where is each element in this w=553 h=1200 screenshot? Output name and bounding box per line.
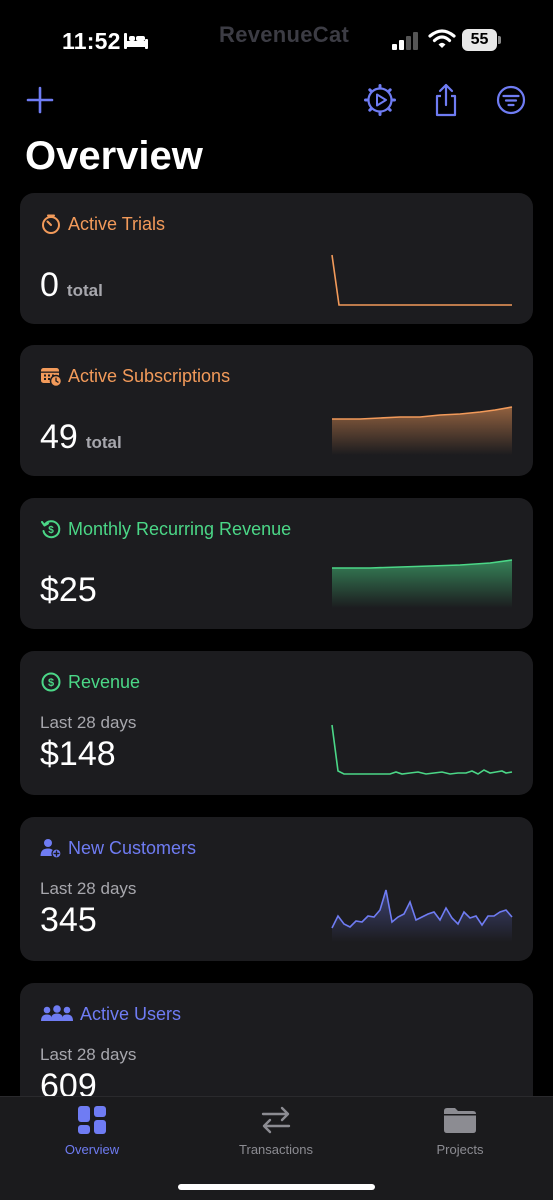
dollar-circle-icon: $ bbox=[41, 672, 61, 692]
mrr-card[interactable]: $ Monthly Recurring Revenue $25 bbox=[20, 498, 533, 629]
svg-text:$: $ bbox=[48, 677, 54, 689]
card-unit: total bbox=[85, 433, 122, 452]
recurring-dollar-icon: $ bbox=[41, 520, 61, 539]
active-subscriptions-sparkline bbox=[332, 406, 513, 455]
tab-label: Overview bbox=[64, 1142, 120, 1157]
cellular-signal-icon bbox=[392, 32, 418, 50]
card-unit: total bbox=[66, 281, 103, 300]
revenue-sparkline bbox=[331, 724, 513, 775]
sleep-focus-icon bbox=[124, 33, 148, 49]
active-trials-card[interactable]: Active Trials 0 total bbox=[20, 193, 533, 324]
card-value: 49 bbox=[40, 418, 78, 456]
battery-tip bbox=[498, 36, 501, 44]
share-button[interactable] bbox=[428, 82, 464, 118]
card-header: $ Revenue bbox=[40, 671, 140, 693]
card-value-row: 49 total bbox=[40, 418, 122, 457]
card-value: $148 bbox=[40, 735, 116, 773]
clock: 11:52 bbox=[62, 28, 121, 54]
timer-icon bbox=[42, 214, 60, 234]
tab-overview[interactable]: Overview bbox=[22, 1103, 162, 1157]
active-subscriptions-card[interactable]: Active Subscriptions 49 total bbox=[20, 345, 533, 476]
brand-logo: RevenueCat bbox=[219, 22, 350, 47]
new-customers-sparkline bbox=[331, 889, 513, 942]
card-value: $25 bbox=[40, 571, 97, 609]
card-title: Active Users bbox=[80, 1003, 182, 1024]
dashboard-settings-button[interactable] bbox=[362, 82, 398, 118]
card-title: Active Trials bbox=[68, 213, 166, 234]
card-period: Last 28 days bbox=[40, 713, 137, 732]
card-value-row: $25 bbox=[40, 571, 97, 610]
card-value-row: 0 total bbox=[40, 266, 103, 305]
card-title: Monthly Recurring Revenue bbox=[68, 518, 292, 539]
card-period: Last 28 days bbox=[40, 879, 137, 898]
tab-transactions[interactable]: Transactions bbox=[206, 1103, 346, 1157]
revenue-card[interactable]: $ Revenue Last 28 days $148 bbox=[20, 651, 533, 795]
folder-icon bbox=[444, 1108, 476, 1133]
card-header: Active Trials bbox=[40, 213, 165, 235]
status-bar: 11:52 RevenueCat 55 bbox=[0, 0, 553, 80]
battery-indicator: 55 bbox=[462, 29, 502, 51]
wifi-icon bbox=[428, 29, 456, 48]
filter-button[interactable] bbox=[493, 82, 529, 118]
svg-text:$: $ bbox=[48, 525, 54, 536]
card-header: Active Subscriptions bbox=[40, 365, 230, 387]
calendar-icon bbox=[41, 368, 62, 387]
tab-label: Projects bbox=[436, 1142, 484, 1157]
card-header: $ Monthly Recurring Revenue bbox=[40, 518, 291, 540]
battery-level: 55 bbox=[462, 29, 497, 51]
card-header: New Customers bbox=[40, 837, 196, 859]
add-person-icon bbox=[40, 839, 62, 859]
group-icon bbox=[41, 1005, 73, 1021]
card-period: Last 28 days bbox=[40, 1045, 137, 1064]
swap-arrows-icon bbox=[261, 1106, 291, 1134]
page-title: Overview bbox=[25, 134, 203, 178]
card-title: Active Subscriptions bbox=[68, 365, 231, 386]
mrr-sparkline bbox=[332, 559, 513, 608]
card-value: 0 bbox=[40, 266, 59, 304]
tab-bar: Overview Transactions Projects bbox=[0, 1096, 553, 1200]
card-value: 345 bbox=[40, 901, 97, 939]
card-value-row: 345 bbox=[40, 901, 97, 940]
tab-projects[interactable]: Projects bbox=[390, 1103, 530, 1157]
tab-label: Transactions bbox=[239, 1142, 313, 1157]
new-customers-card[interactable]: New Customers Last 28 days 345 bbox=[20, 817, 533, 961]
active-trials-sparkline bbox=[331, 254, 512, 306]
card-title: Revenue bbox=[68, 671, 141, 692]
card-value-row: $148 bbox=[40, 735, 116, 774]
card-header: Active Users bbox=[40, 1003, 181, 1025]
dashboard-icon bbox=[78, 1106, 106, 1134]
card-title: New Customers bbox=[68, 837, 197, 858]
home-indicator[interactable] bbox=[178, 1184, 375, 1190]
add-button[interactable] bbox=[22, 82, 58, 118]
